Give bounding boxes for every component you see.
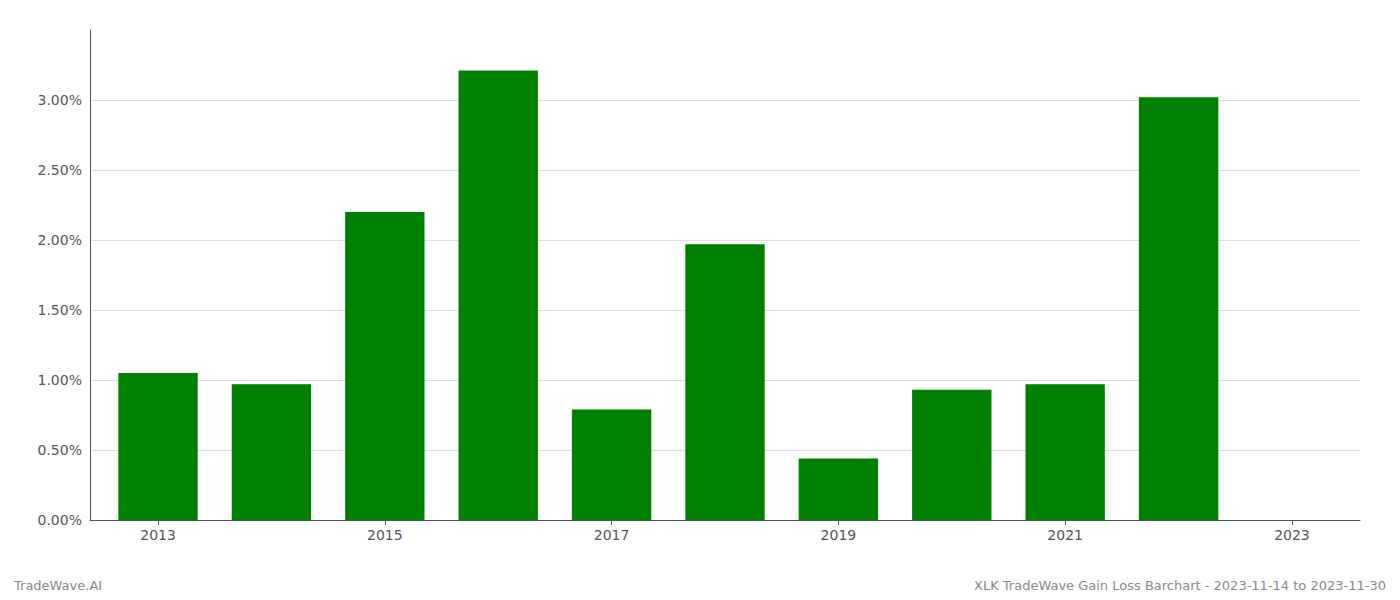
svg-text:2021: 2021 bbox=[1047, 527, 1083, 543]
svg-text:0.50%: 0.50% bbox=[38, 442, 82, 458]
svg-text:1.50%: 1.50% bbox=[38, 302, 82, 318]
svg-text:2015: 2015 bbox=[367, 527, 403, 543]
svg-text:2019: 2019 bbox=[821, 527, 857, 543]
svg-text:XLK TradeWave Gain Loss Barcha: XLK TradeWave Gain Loss Barchart - 2023-… bbox=[974, 578, 1386, 593]
svg-text:2023: 2023 bbox=[1274, 527, 1310, 543]
svg-text:3.00%: 3.00% bbox=[38, 92, 82, 108]
svg-text:TradeWave.AI: TradeWave.AI bbox=[13, 578, 102, 593]
svg-text:0.00%: 0.00% bbox=[38, 512, 82, 528]
svg-text:2.50%: 2.50% bbox=[38, 162, 82, 178]
svg-text:2013: 2013 bbox=[140, 527, 176, 543]
svg-text:2.00%: 2.00% bbox=[38, 232, 82, 248]
svg-text:1.00%: 1.00% bbox=[38, 372, 82, 388]
svg-text:2017: 2017 bbox=[594, 527, 630, 543]
